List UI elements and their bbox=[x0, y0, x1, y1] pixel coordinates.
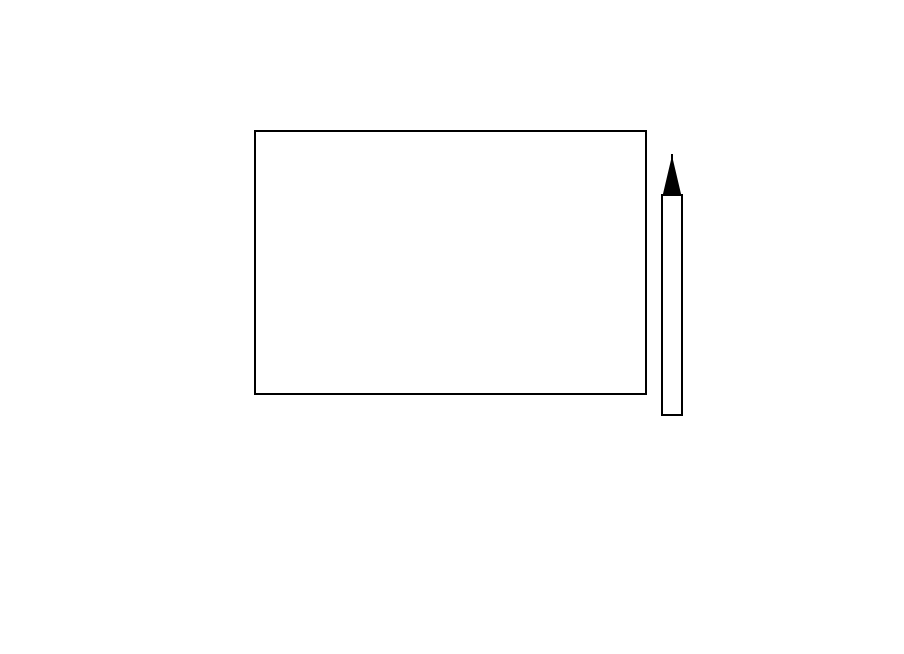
colorbar-arrow-icon bbox=[662, 154, 682, 195]
velocity-field-canvas bbox=[256, 132, 645, 393]
y-axis-title bbox=[186, 165, 208, 345]
plot-area bbox=[254, 130, 647, 395]
colorbar bbox=[661, 194, 683, 416]
